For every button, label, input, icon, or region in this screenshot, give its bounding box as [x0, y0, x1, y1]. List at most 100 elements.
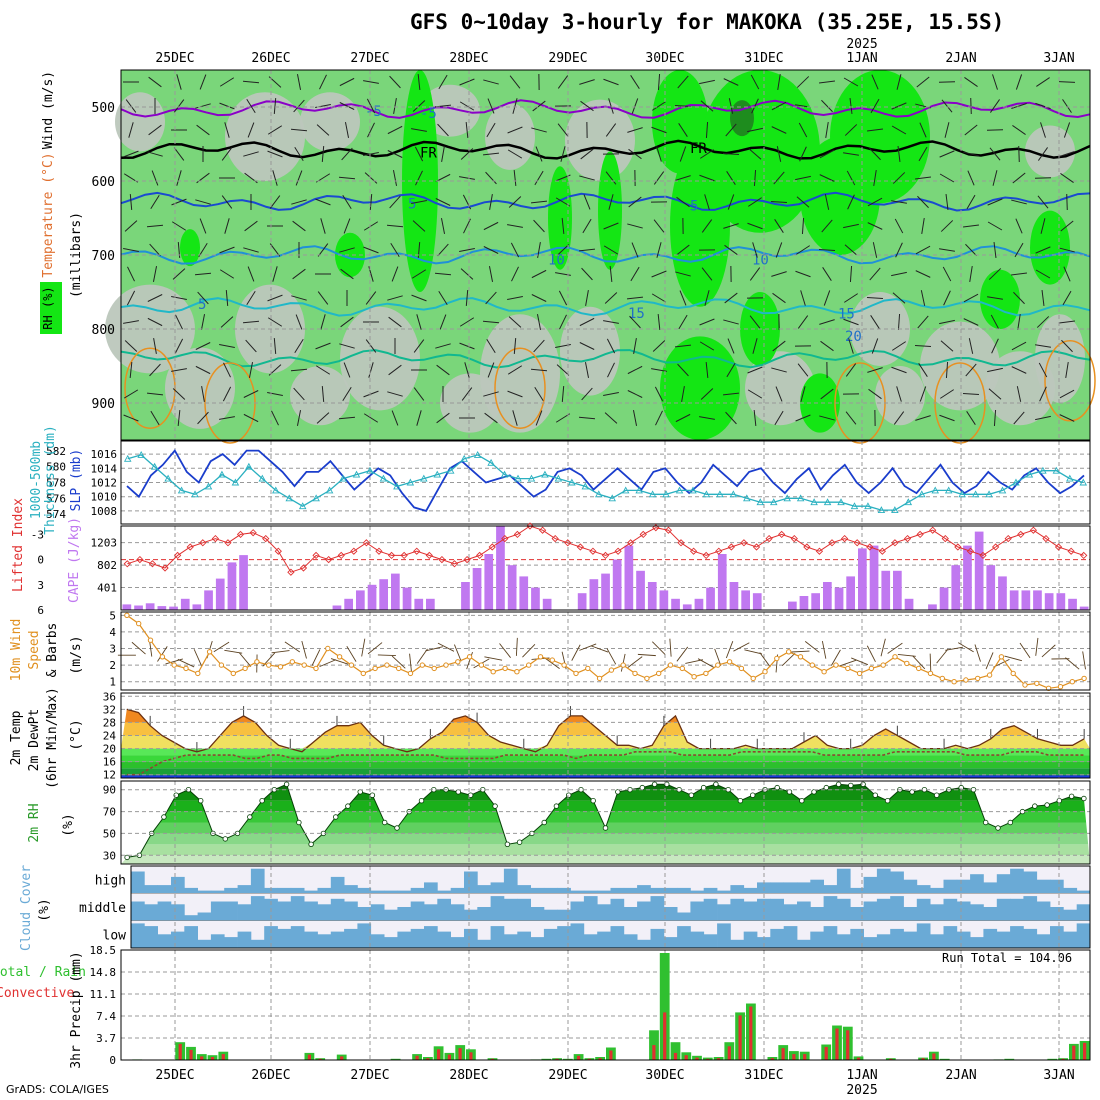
- precip-convective-bar: [663, 1012, 667, 1060]
- cloud-cover-bar: [623, 887, 638, 894]
- wind-barb-10m: [177, 658, 195, 668]
- rh-saturated-region: [730, 100, 754, 137]
- date-label-bottom: 3JAN: [1043, 1068, 1074, 1083]
- cloud-cover-bar: [903, 907, 918, 921]
- wind-barb: [321, 385, 325, 403]
- cloud-cover-bar: [850, 907, 864, 921]
- lifted-index-axis-label: Lifted Index: [11, 498, 26, 592]
- rh-point: [492, 803, 498, 809]
- wind-barb: [962, 224, 980, 228]
- precip-convective-bar: [889, 1058, 893, 1060]
- cloud-cover-bar: [197, 939, 212, 948]
- wind-speed-point: [348, 662, 355, 668]
- cape-bar: [717, 554, 727, 610]
- wind-barb: [416, 410, 422, 426]
- wind-barb: [747, 366, 763, 374]
- wind-barb: [219, 343, 235, 349]
- lifted-index-point: [463, 555, 471, 564]
- wind-speed-point: [715, 662, 721, 668]
- wind-speed-point: [679, 665, 685, 672]
- cape-bar: [636, 570, 645, 610]
- cloud-cover-bar: [797, 882, 811, 894]
- wind-barb: [1065, 362, 1069, 378]
- wind-barb: [1040, 122, 1046, 138]
- date-label-top: 26DEC: [251, 51, 290, 66]
- wind-barb: [556, 244, 570, 256]
- wind-barb-10m: [1004, 655, 1022, 662]
- wind-barb: [843, 223, 859, 229]
- lifted-index-point: [639, 530, 647, 539]
- wind-tick-label: 4: [109, 626, 116, 639]
- wind-barb: [963, 293, 979, 303]
- wind-barb: [507, 365, 523, 375]
- cloud-cover-bar: [583, 896, 598, 921]
- upper-air-frame: [120, 69, 1091, 441]
- temp-warm-band: [121, 709, 1090, 710]
- wind-barb: [267, 125, 283, 135]
- cloud-cover-bar: [970, 874, 984, 894]
- wind-barb: [559, 314, 567, 330]
- cape-tick-label: 1203: [91, 537, 118, 550]
- wind-barb: [678, 123, 688, 137]
- wind-barb: [1011, 341, 1027, 351]
- cloud-cover-bar: [304, 901, 318, 921]
- wind-barb: [171, 295, 187, 301]
- wind-barb: [177, 409, 181, 427]
- wind-barb: [1040, 218, 1046, 234]
- rh-point: [357, 789, 363, 795]
- wind-barb: [315, 198, 331, 206]
- rh-point: [455, 789, 461, 795]
- wind-barb: [459, 176, 475, 180]
- wind-barb: [1011, 366, 1027, 374]
- wind-barb: [962, 392, 980, 396]
- wind-barb-10m: [936, 648, 949, 664]
- wind-barb: [1035, 344, 1051, 348]
- rh-point: [860, 781, 866, 787]
- cloud-cover-bar: [863, 937, 878, 948]
- cloud-cover-bar: [983, 882, 998, 894]
- wind-barb: [819, 415, 835, 421]
- wind-barb: [195, 365, 211, 375]
- cloud-cover-bar: [424, 882, 438, 894]
- cape-bar: [1021, 590, 1031, 610]
- wind-barb: [869, 267, 881, 281]
- precip-convective-bar: [684, 1055, 688, 1060]
- wind-barb: [987, 221, 1003, 231]
- wind-barb-10m: [367, 642, 383, 655]
- wind-barb: [464, 362, 470, 378]
- wind-barb: [247, 122, 255, 138]
- wind-speed-point: [396, 665, 402, 672]
- cloud-cover-bar: [730, 885, 745, 894]
- wind-barb: [197, 291, 209, 305]
- thickness-tick-label: 576: [46, 492, 66, 505]
- temp-tick-label: 12: [103, 769, 116, 782]
- precip-convective-bar: [1083, 1042, 1087, 1060]
- lifted-index-point: [123, 560, 131, 568]
- wind-barb: [294, 338, 304, 354]
- isotherm-line: [120, 297, 1091, 317]
- wind-barb: [891, 271, 907, 277]
- wind-barb: [723, 78, 739, 86]
- lifted-index-point: [337, 551, 345, 560]
- wind-speed-point: [301, 662, 307, 668]
- wind-barb: [870, 315, 880, 329]
- cloud-cover-bar: [797, 901, 811, 921]
- wind-speed-point: [904, 660, 910, 667]
- cloud-level-label: low: [103, 928, 127, 943]
- thickness-point: [985, 490, 993, 498]
- cloud-cover-bar: [970, 904, 984, 921]
- precip-convective-bar: [856, 1057, 861, 1060]
- lifted-index-point: [551, 534, 559, 543]
- pressure-axis-label: (millibars): [69, 212, 84, 298]
- lifted-index-tick-label: -3: [31, 528, 44, 541]
- wind-barb: [579, 79, 595, 85]
- wind-barb-10m: [945, 646, 964, 651]
- wind-barb: [509, 75, 521, 89]
- wind-barb: [174, 338, 184, 354]
- wind-barb: [219, 102, 235, 110]
- wind-barb: [124, 220, 138, 232]
- lifted-index-point: [891, 539, 899, 547]
- wind-tick-label: 3: [109, 643, 116, 656]
- isotherm-line: [120, 191, 1091, 212]
- date-label-bottom: 27DEC: [350, 1068, 389, 1083]
